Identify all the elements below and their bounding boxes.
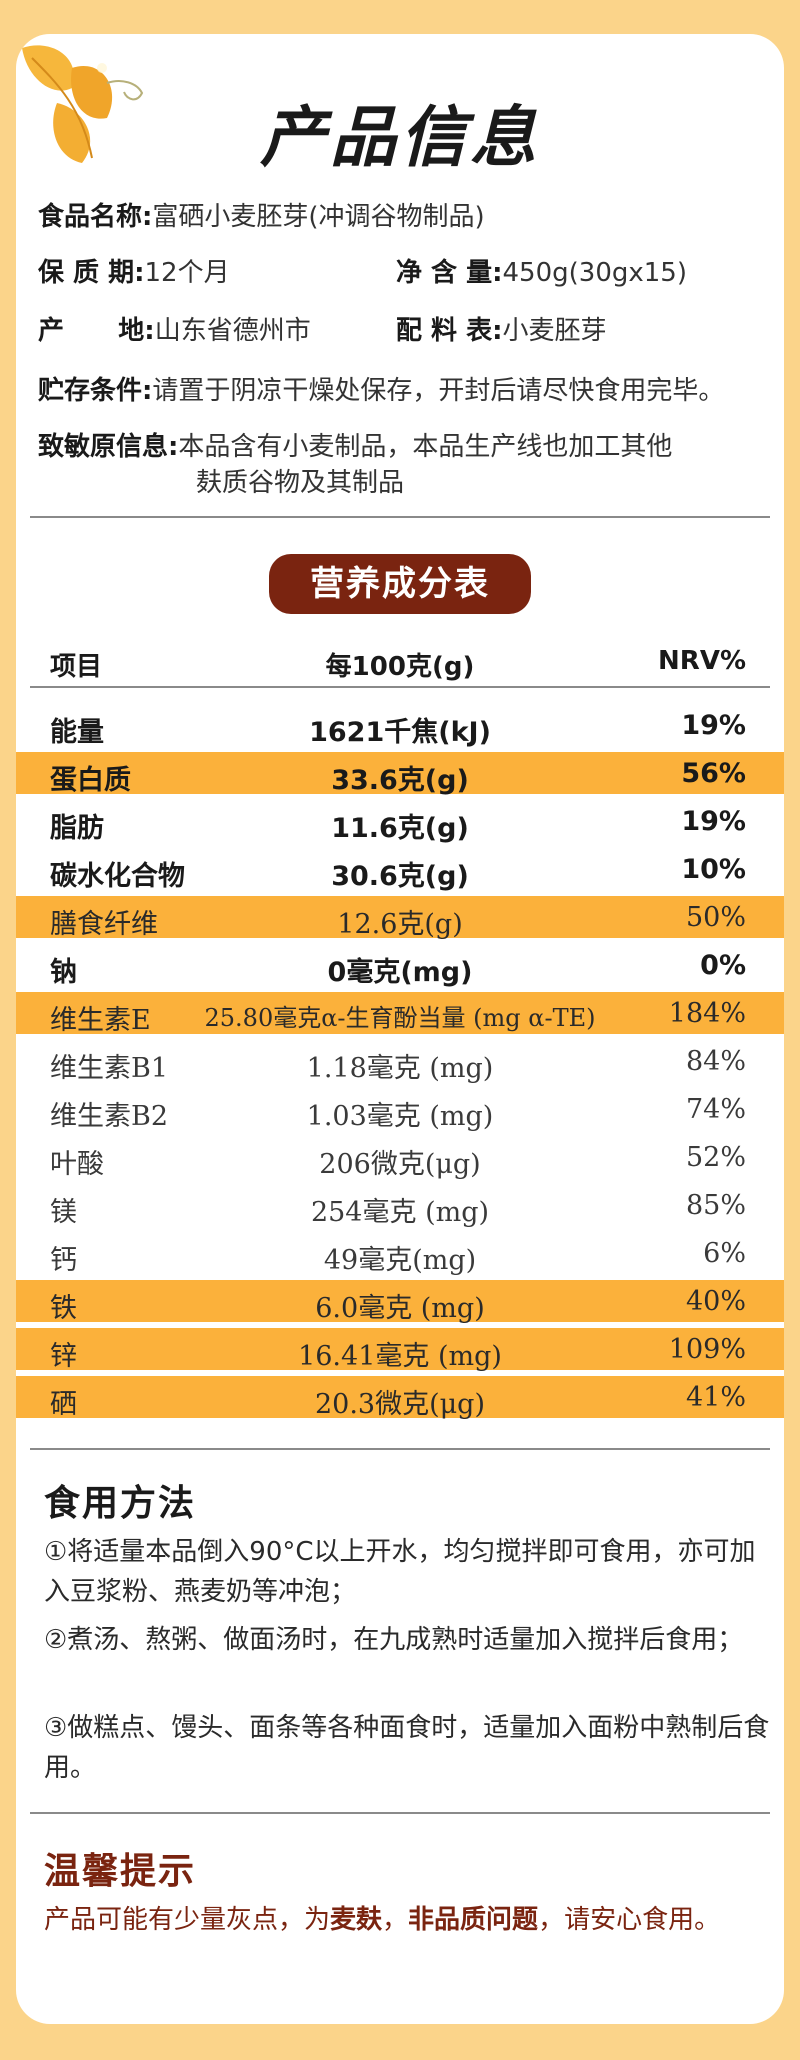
table-row: 维生素E 25.80毫克α-生育酚当量 (mg α-TE) 184% bbox=[16, 992, 784, 1036]
info-net-content: 净 含 量:450g(30gx15) bbox=[396, 258, 687, 288]
table-row: 叶酸 206微克(μg) 52% bbox=[50, 1142, 746, 1180]
usage-step-3: ③做糕点、馒头、面条等各种面食时，适量加入面粉中熟制后食用。 bbox=[44, 1713, 770, 1783]
table-row: 蛋白质 33.6克(g) 56% bbox=[16, 752, 784, 796]
info-shelf-life: 保 质 期:12个月 bbox=[38, 258, 230, 288]
tips-text: 产品可能有少量灰点，为麦麸，非品质问题，请安心食用。 bbox=[44, 1905, 721, 1935]
info-origin: 产 地:山东省德州市 bbox=[38, 316, 311, 346]
info-product-name: 食品名称:富硒小麦胚芽(冲调谷物制品) bbox=[38, 202, 485, 232]
tips-heading: 温馨提示 bbox=[44, 1851, 197, 1892]
info-allergen-cont: 麸质谷物及其制品 bbox=[196, 468, 405, 498]
divider bbox=[30, 516, 770, 518]
page-title: 产品信息 bbox=[260, 99, 540, 176]
usage-step-2: ②煮汤、熬粥、做面汤时，在九成熟时适量加入搅拌后食用； bbox=[44, 1625, 744, 1655]
table-row: 膳食纤维 12.6克(g) 50% bbox=[16, 896, 784, 940]
col-nrv: NRV% bbox=[658, 646, 746, 676]
table-row: 维生素B2 1.03毫克 (mg) 74% bbox=[50, 1094, 746, 1132]
table-row: 硒 20.3微克(μg) 41% bbox=[16, 1376, 784, 1420]
table-row: 维生素B1 1.18毫克 (mg) 84% bbox=[50, 1046, 746, 1084]
table-row: 镁 254毫克 (mg) 85% bbox=[50, 1190, 746, 1228]
usage-heading: 食用方法 bbox=[44, 1483, 197, 1524]
nutrition-heading: 营养成分表 bbox=[269, 554, 531, 614]
leaf-decoration-icon bbox=[22, 45, 144, 163]
info-storage: 贮存条件:请置于阴凉干燥处保存，开封后请尽快食用完毕。 bbox=[38, 376, 725, 406]
table-header-divider bbox=[30, 686, 770, 688]
table-row: 脂肪 11.6克(g) 19% bbox=[50, 806, 746, 844]
table-row: 碳水化合物 30.6克(g) 10% bbox=[50, 854, 746, 892]
info-allergen: 致敏原信息:本品含有小麦制品，本品生产线也加工其他 bbox=[38, 432, 673, 462]
table-row: 钙 49毫克(mg) 6% bbox=[50, 1238, 746, 1276]
table-row: 能量 1621千焦(kJ) 19% bbox=[50, 710, 746, 748]
table-row: 钠 0毫克(mg) 0% bbox=[50, 950, 746, 988]
usage-step-1: ①将适量本品倒入90°C以上开水，均匀搅拌即可食用，亦可加入豆浆粉、燕麦奶等冲泡… bbox=[44, 1537, 756, 1607]
table-row: 铁 6.0毫克 (mg) 40% bbox=[16, 1280, 784, 1324]
col-per100: 每100克(g) bbox=[325, 652, 475, 682]
product-info-card: 产品信息 食品名称:富硒小麦胚芽(冲调谷物制品) 保 质 期:12个月 净 含 … bbox=[16, 34, 784, 2024]
info-ingredients: 配 料 表:小麦胚芽 bbox=[396, 316, 607, 346]
nutrition-table-header: 项目 每100克(g) NRV% bbox=[16, 634, 784, 690]
divider bbox=[30, 1448, 770, 1450]
table-row: 锌 16.41毫克 (mg) 109% bbox=[16, 1328, 784, 1372]
divider bbox=[30, 1812, 770, 1814]
col-item: 项目 bbox=[50, 652, 103, 682]
